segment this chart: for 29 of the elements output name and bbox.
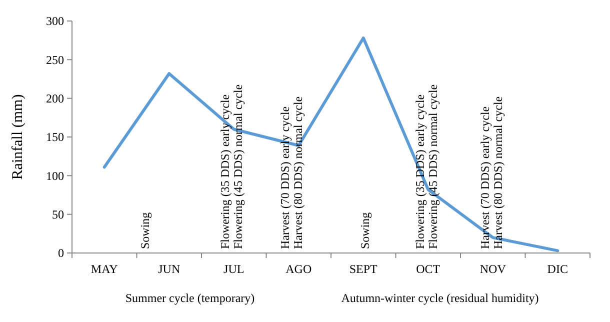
annotation: Sowing — [358, 212, 372, 249]
x-tick-label: JUL — [224, 262, 244, 276]
y-tick-label: 200 — [46, 92, 64, 106]
y-tick-label: 50 — [52, 208, 64, 222]
x-tick-label: OCT — [416, 262, 441, 276]
x-tick-label: NOV — [480, 262, 506, 276]
annotation: Flowering (35 DDS) early cycle — [413, 94, 428, 249]
x-tick-label: DIC — [547, 262, 568, 276]
annotation: Sowing — [138, 212, 152, 249]
text: Autumn-winter cycle (residual humidity) — [341, 291, 539, 305]
x-tick-label: JUN — [158, 262, 180, 276]
annotation: Flowering (45 DDS) normal cycle — [426, 84, 440, 249]
y-tick-label: 100 — [46, 168, 64, 183]
annotation: Flowering (35 DDS) early cycle — [218, 94, 232, 249]
annotation: Harvest (70 DDS) early cycle — [478, 106, 492, 249]
x-tick-label: MAY — [90, 262, 118, 276]
annotation: Harvest (70 DDS) early cycle — [278, 106, 292, 249]
y-tick-label: 250 — [46, 52, 64, 67]
text: Summer cycle (temporary) — [125, 291, 255, 305]
annotation: Harvest (80 DDS) normal cycle — [291, 96, 306, 249]
line-series — [102, 36, 560, 252]
y-tick-label: 150 — [46, 130, 64, 144]
x-tick-label: AGO — [286, 262, 312, 276]
y-tick-label: 300 — [46, 14, 64, 28]
annotation: Flowering (45 DDS) normal cycle — [231, 84, 246, 249]
y-axis-title: Rainfall (mm) — [10, 94, 26, 180]
y-tick-label: 0 — [58, 246, 64, 260]
annotation: Harvest (80 DDS) normal cycle — [491, 96, 506, 249]
x-tick-label: SEPT — [349, 262, 378, 276]
